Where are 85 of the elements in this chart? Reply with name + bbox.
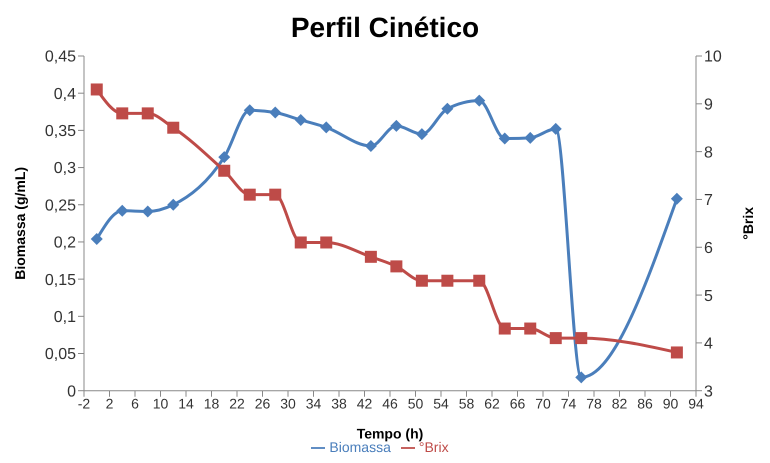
point xyxy=(364,140,377,152)
point xyxy=(167,122,180,134)
point xyxy=(116,204,128,217)
point xyxy=(498,132,511,145)
point xyxy=(142,205,154,218)
x-tick-label: 78 xyxy=(586,396,602,412)
point xyxy=(269,188,282,201)
y2-tick-label: 9 xyxy=(704,96,713,114)
x-tick-label: 50 xyxy=(408,396,424,412)
point xyxy=(218,164,230,177)
point xyxy=(670,192,683,205)
x-tick-label: 22 xyxy=(229,396,245,412)
x-tick-label: 54 xyxy=(433,396,449,412)
x-tick-label: 62 xyxy=(484,396,500,412)
y2-tick-label: 3 xyxy=(704,383,713,400)
point xyxy=(90,232,103,245)
point xyxy=(473,274,486,287)
y2-tick-label: 10 xyxy=(704,48,722,66)
x-tick-label: 70 xyxy=(535,396,551,412)
x-axis-title: Tempo (h) xyxy=(356,426,424,442)
y-tick-label: 0,45 xyxy=(44,48,76,66)
chart-title: Perfil Cinético xyxy=(290,11,480,45)
point xyxy=(416,274,428,287)
y2-tick-label: 6 xyxy=(704,240,713,257)
y-tick-label: 0 xyxy=(67,383,76,400)
point xyxy=(294,236,307,248)
point xyxy=(416,128,428,140)
x-tick-label: 86 xyxy=(637,396,653,412)
point xyxy=(116,107,128,120)
point xyxy=(575,332,588,344)
point xyxy=(524,322,536,335)
x-tick-label: 74 xyxy=(560,396,576,412)
point xyxy=(670,346,683,358)
point xyxy=(294,114,307,126)
y2-tick-label: 7 xyxy=(704,192,713,210)
y-tick-label: 0,2 xyxy=(54,234,76,252)
x-tick-label: 94 xyxy=(688,396,704,412)
point xyxy=(550,122,562,135)
x-tick-label: 38 xyxy=(331,396,347,412)
x-tick-label: 90 xyxy=(662,396,678,412)
x-tick-label: 66 xyxy=(510,396,526,412)
point xyxy=(320,121,332,134)
point xyxy=(550,332,562,344)
point xyxy=(142,107,154,120)
y-tick-label: 0,3 xyxy=(54,160,76,178)
point xyxy=(575,371,588,384)
x-tick-label: 26 xyxy=(254,396,270,412)
x-tick-label: -2 xyxy=(78,396,90,412)
x-tick-label: 2 xyxy=(106,396,114,412)
point xyxy=(473,94,486,107)
x-tick-label: 14 xyxy=(178,396,194,412)
x-tick-label: 42 xyxy=(356,396,372,412)
point xyxy=(524,132,536,144)
x-tick-label: 18 xyxy=(204,396,220,412)
y-tick-label: 0,4 xyxy=(54,86,76,103)
point xyxy=(390,260,402,272)
point xyxy=(441,102,454,115)
y-axis-title: Biomassa (g/mL) xyxy=(12,166,28,280)
y2-tick-label: 4 xyxy=(704,336,713,353)
point xyxy=(90,83,103,96)
x-tick-label: 34 xyxy=(306,396,322,412)
y-tick-label: 0,15 xyxy=(44,272,76,289)
y-tick-label: 0,25 xyxy=(44,197,76,214)
point xyxy=(364,250,377,263)
point xyxy=(167,198,180,211)
x-tick-label: 82 xyxy=(612,396,628,412)
y-tick-label: 0,05 xyxy=(44,346,76,364)
y-tick-label: 0,35 xyxy=(44,123,76,140)
point xyxy=(269,106,282,119)
x-tick-label: 46 xyxy=(382,396,398,412)
y2-tick-label: 8 xyxy=(704,144,713,162)
point xyxy=(244,188,256,201)
point xyxy=(218,151,230,164)
x-tick-label: 10 xyxy=(152,396,168,412)
x-tick-label: 30 xyxy=(280,396,296,412)
x-tick-label: 6 xyxy=(131,396,140,412)
x-tick-label: 58 xyxy=(458,396,474,412)
point xyxy=(320,236,332,248)
y2-tick-label: 5 xyxy=(704,288,713,305)
point xyxy=(390,120,402,132)
point xyxy=(244,104,256,116)
y2-axis-title: °Brix xyxy=(740,206,756,240)
y-tick-label: 0,1 xyxy=(54,309,76,326)
point xyxy=(498,322,511,335)
point xyxy=(441,274,454,287)
